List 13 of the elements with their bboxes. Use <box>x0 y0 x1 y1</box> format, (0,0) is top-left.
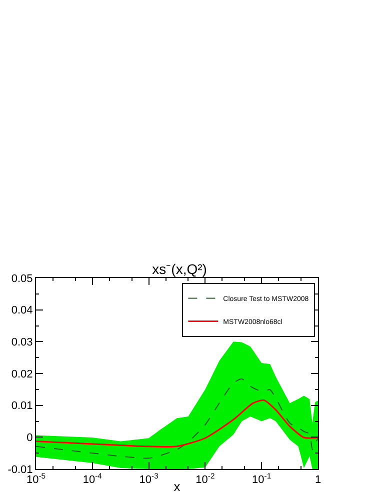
y-tick-label: 0.05 <box>11 272 33 285</box>
x-tick-label: 10$^{-3}$ <box>139 472 158 486</box>
x-axis-title: x <box>174 479 181 494</box>
x-tick-label: 10$^{-1}$ <box>252 472 272 486</box>
y-tick-label: 0 <box>26 432 33 444</box>
y-tick-label: 0.01 <box>11 400 33 412</box>
y-tick-label: 0.02 <box>11 368 33 380</box>
x-tick-label: 10$^{-4}$ <box>82 472 103 486</box>
y-tick-label: 0.03 <box>11 336 33 349</box>
chart-title: xs⁻(x,Q²) <box>152 261 207 278</box>
y-tick-label: 0.04 <box>11 304 33 317</box>
x-tick-label: 10$^{-2}$ <box>196 472 215 486</box>
x-tick-label: 1 <box>314 474 322 486</box>
